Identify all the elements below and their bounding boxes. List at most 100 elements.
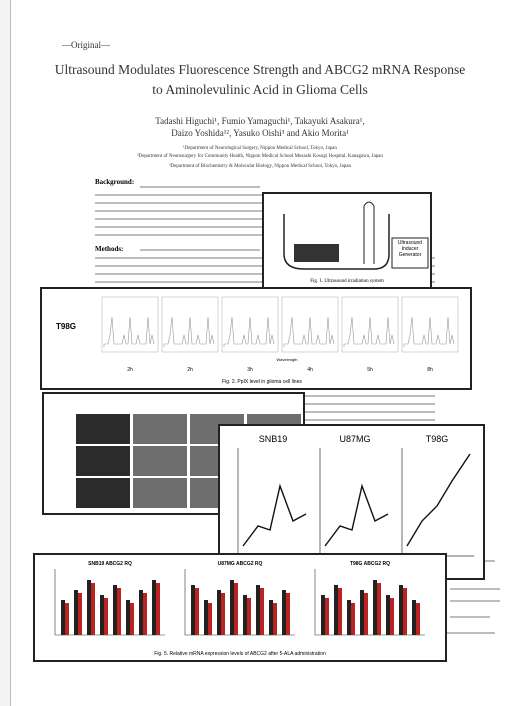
- text-line: [95, 210, 265, 212]
- bar: [416, 603, 420, 635]
- text-line: [95, 194, 265, 196]
- bar: [247, 598, 251, 635]
- spectrum: [284, 317, 334, 347]
- bar: [256, 585, 260, 635]
- bar: [204, 600, 208, 635]
- text-line: [440, 632, 495, 634]
- text-line: [485, 560, 495, 562]
- bar: [230, 580, 234, 635]
- bar: [87, 580, 91, 635]
- bar: [91, 583, 95, 635]
- bar: [243, 595, 247, 635]
- axes: [238, 448, 310, 556]
- panel-title: SNB19 ABCG2 RQ: [88, 561, 132, 567]
- spectrum: [104, 317, 154, 347]
- bar: [351, 603, 355, 635]
- spectrum: [164, 317, 214, 347]
- caption: Fig. 5. Relative mRNA expression levels …: [154, 651, 326, 657]
- cell-line: T98G: [56, 322, 76, 331]
- text-line: [450, 600, 500, 602]
- bar: [390, 598, 394, 635]
- bar: [360, 590, 364, 635]
- bar: [386, 595, 390, 635]
- abstract-heading: Background:: [95, 178, 134, 186]
- bar: [269, 600, 273, 635]
- panel-label: 3h: [247, 367, 253, 373]
- bar: [195, 588, 199, 635]
- bar: [61, 600, 65, 635]
- bar: [152, 580, 156, 635]
- subplot: [162, 297, 218, 352]
- bar: [126, 600, 130, 635]
- bar: [273, 603, 277, 635]
- micrograph: [76, 414, 130, 444]
- article-label: —Original—: [62, 40, 110, 50]
- panel-title: SNB19: [259, 434, 288, 444]
- bar: [364, 593, 368, 635]
- bar: [347, 600, 351, 635]
- article-title: Ultrasound Modulates Fluorescence Streng…: [50, 60, 470, 100]
- panel-label: 8h: [427, 367, 433, 373]
- panel-title: U87MG: [339, 434, 370, 444]
- caption: Fig. 2. PpIX level in glioma cell lines: [222, 379, 302, 385]
- page: —Original— Ultrasound Modulates Fluoresc…: [0, 0, 517, 706]
- trend: [325, 486, 388, 546]
- bar: [217, 590, 221, 635]
- bar: [104, 598, 108, 635]
- text-line: [140, 249, 260, 251]
- bar: [100, 595, 104, 635]
- spectrum: [344, 317, 394, 347]
- axes: [55, 569, 165, 635]
- panel-label: 2h: [187, 367, 193, 373]
- text-line: [95, 218, 265, 220]
- subplot: [402, 297, 458, 352]
- text-line: [305, 411, 435, 413]
- panel-label: 5h: [367, 367, 373, 373]
- spectrum: [404, 317, 454, 347]
- subplot: [102, 297, 158, 352]
- x-label: Wavelength: [277, 357, 298, 362]
- subplot: [282, 297, 338, 352]
- panel-title: U87MG ABCG2 RQ: [218, 561, 263, 567]
- text-line: [305, 403, 435, 405]
- spectrum: [224, 317, 274, 347]
- text-line: [95, 234, 265, 236]
- micrograph: [76, 446, 130, 476]
- panel-title: T98G: [426, 434, 449, 444]
- affiliation: ²Department of Neurosurgery for Communit…: [90, 153, 430, 161]
- bar: [156, 583, 160, 635]
- bar: [234, 583, 238, 635]
- axes: [320, 448, 392, 556]
- text-line: [450, 616, 490, 618]
- figure-2: T98G Wavelength Fig. 2. PpIX level in gl…: [40, 287, 472, 390]
- generator-label: Ultrasound Inducer Generator: [393, 240, 427, 258]
- bar: [208, 603, 212, 635]
- bar: [117, 588, 121, 635]
- axes: [315, 569, 425, 635]
- trend: [243, 486, 306, 546]
- bar: [334, 585, 338, 635]
- bar: [143, 593, 147, 635]
- abstract-heading: Methods:: [95, 245, 123, 253]
- tube: [364, 202, 374, 264]
- figure-1: Ultrasound Inducer Generator Fig. 1. Ult…: [262, 192, 432, 290]
- figure-5: Fig. 5. Relative mRNA expression levels …: [33, 553, 447, 662]
- affiliation: ³Department of Biochemistry & Molecular …: [90, 163, 430, 171]
- bar: [373, 580, 377, 635]
- text-line: [305, 419, 435, 421]
- bar: [321, 595, 325, 635]
- bar: [113, 585, 117, 635]
- bar: [403, 588, 407, 635]
- panel-label: 4h: [307, 367, 313, 373]
- text-line: [450, 588, 500, 590]
- caption: Fig. 1. Ultrasound irradiation system: [310, 279, 384, 284]
- bar: [130, 603, 134, 635]
- micrograph: [133, 446, 187, 476]
- authors-2: Daizo Yoshida¹², Yasuko Oishi³ and Akio …: [100, 127, 420, 139]
- fig5-chart: Fig. 5. Relative mRNA expression levels …: [35, 555, 445, 660]
- bar: [139, 590, 143, 635]
- bar: [325, 598, 329, 635]
- bar: [74, 590, 78, 635]
- bar: [260, 588, 264, 635]
- text-line: [95, 202, 265, 204]
